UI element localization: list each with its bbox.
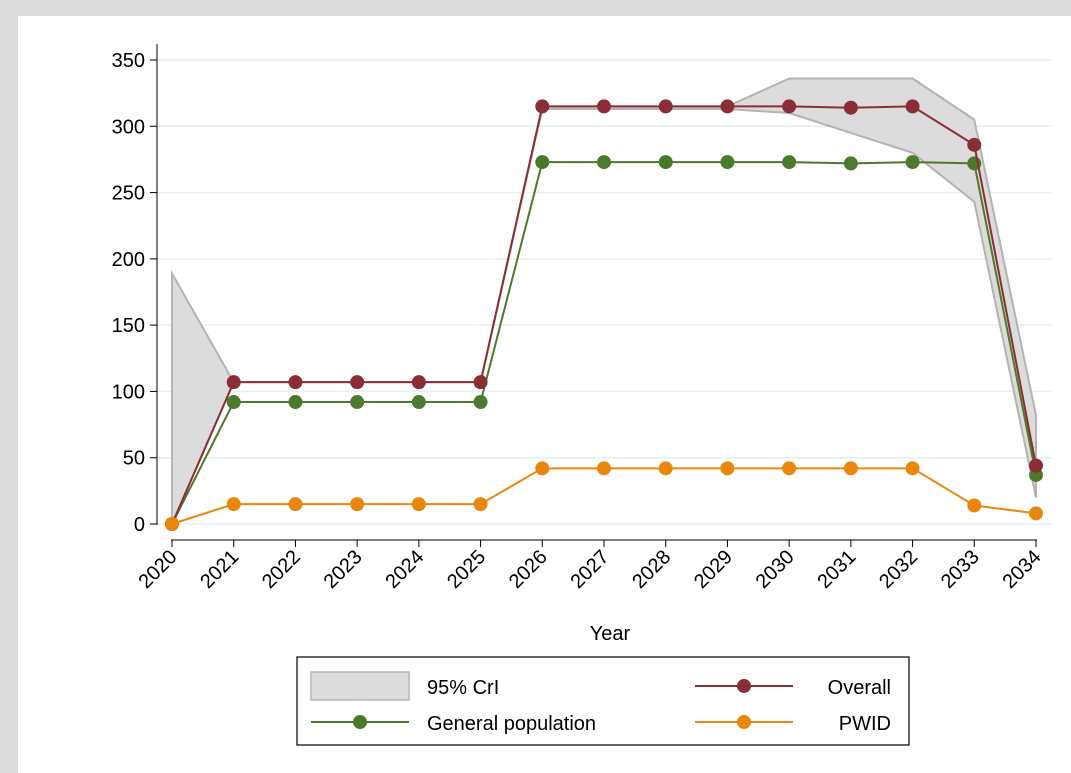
data-point	[473, 395, 488, 410]
data-point	[535, 461, 550, 476]
data-point	[411, 395, 426, 410]
data-point	[288, 395, 303, 410]
legend-swatch	[310, 671, 410, 701]
data-point	[967, 137, 982, 152]
data-point	[720, 461, 735, 476]
x-axis-label: Year	[590, 623, 631, 645]
y-tick-label: 350	[112, 50, 145, 72]
data-point	[350, 395, 365, 410]
data-point	[411, 497, 426, 512]
data-point	[597, 155, 611, 170]
data-point	[905, 155, 920, 170]
data-point	[658, 155, 673, 170]
data-point	[473, 375, 488, 390]
data-point	[720, 99, 735, 114]
y-tick-label: 0	[134, 514, 145, 536]
legend-marker	[353, 715, 367, 729]
legend-marker	[737, 715, 751, 729]
data-point	[1029, 458, 1043, 473]
y-tick-label: 250	[112, 183, 145, 205]
data-point	[967, 498, 982, 513]
data-point	[905, 461, 920, 476]
y-tick-label: 200	[112, 249, 145, 271]
data-point	[597, 461, 611, 476]
data-point	[843, 156, 858, 171]
legend-label: 95% CrI	[427, 677, 499, 699]
data-point	[473, 497, 488, 512]
data-point	[226, 395, 241, 410]
data-point	[843, 100, 858, 115]
data-point	[226, 375, 241, 390]
data-point	[782, 461, 797, 476]
legend-label: PWID	[839, 713, 891, 735]
data-point	[658, 461, 673, 476]
y-tick-label: 300	[112, 116, 145, 138]
data-point	[288, 375, 303, 390]
data-point	[658, 99, 673, 114]
y-tick-label: 100	[112, 381, 145, 403]
data-point	[350, 375, 365, 390]
legend-label: General population	[427, 713, 596, 735]
data-point	[535, 99, 550, 114]
legend-label: Overall	[828, 677, 891, 699]
data-point	[411, 375, 426, 390]
data-point	[782, 99, 797, 114]
data-point	[288, 497, 303, 512]
legend-box	[296, 656, 910, 746]
data-point	[1029, 506, 1043, 521]
y-tick-label: 150	[112, 315, 145, 337]
data-point	[350, 497, 365, 512]
data-point	[165, 517, 179, 531]
data-point	[905, 99, 920, 114]
y-tick-label: 50	[123, 448, 145, 470]
data-point	[535, 155, 550, 170]
data-point	[843, 461, 858, 476]
legend-marker	[737, 679, 751, 693]
data-point	[720, 155, 735, 170]
data-point	[226, 497, 241, 512]
data-point	[782, 155, 797, 170]
data-point	[597, 99, 611, 114]
